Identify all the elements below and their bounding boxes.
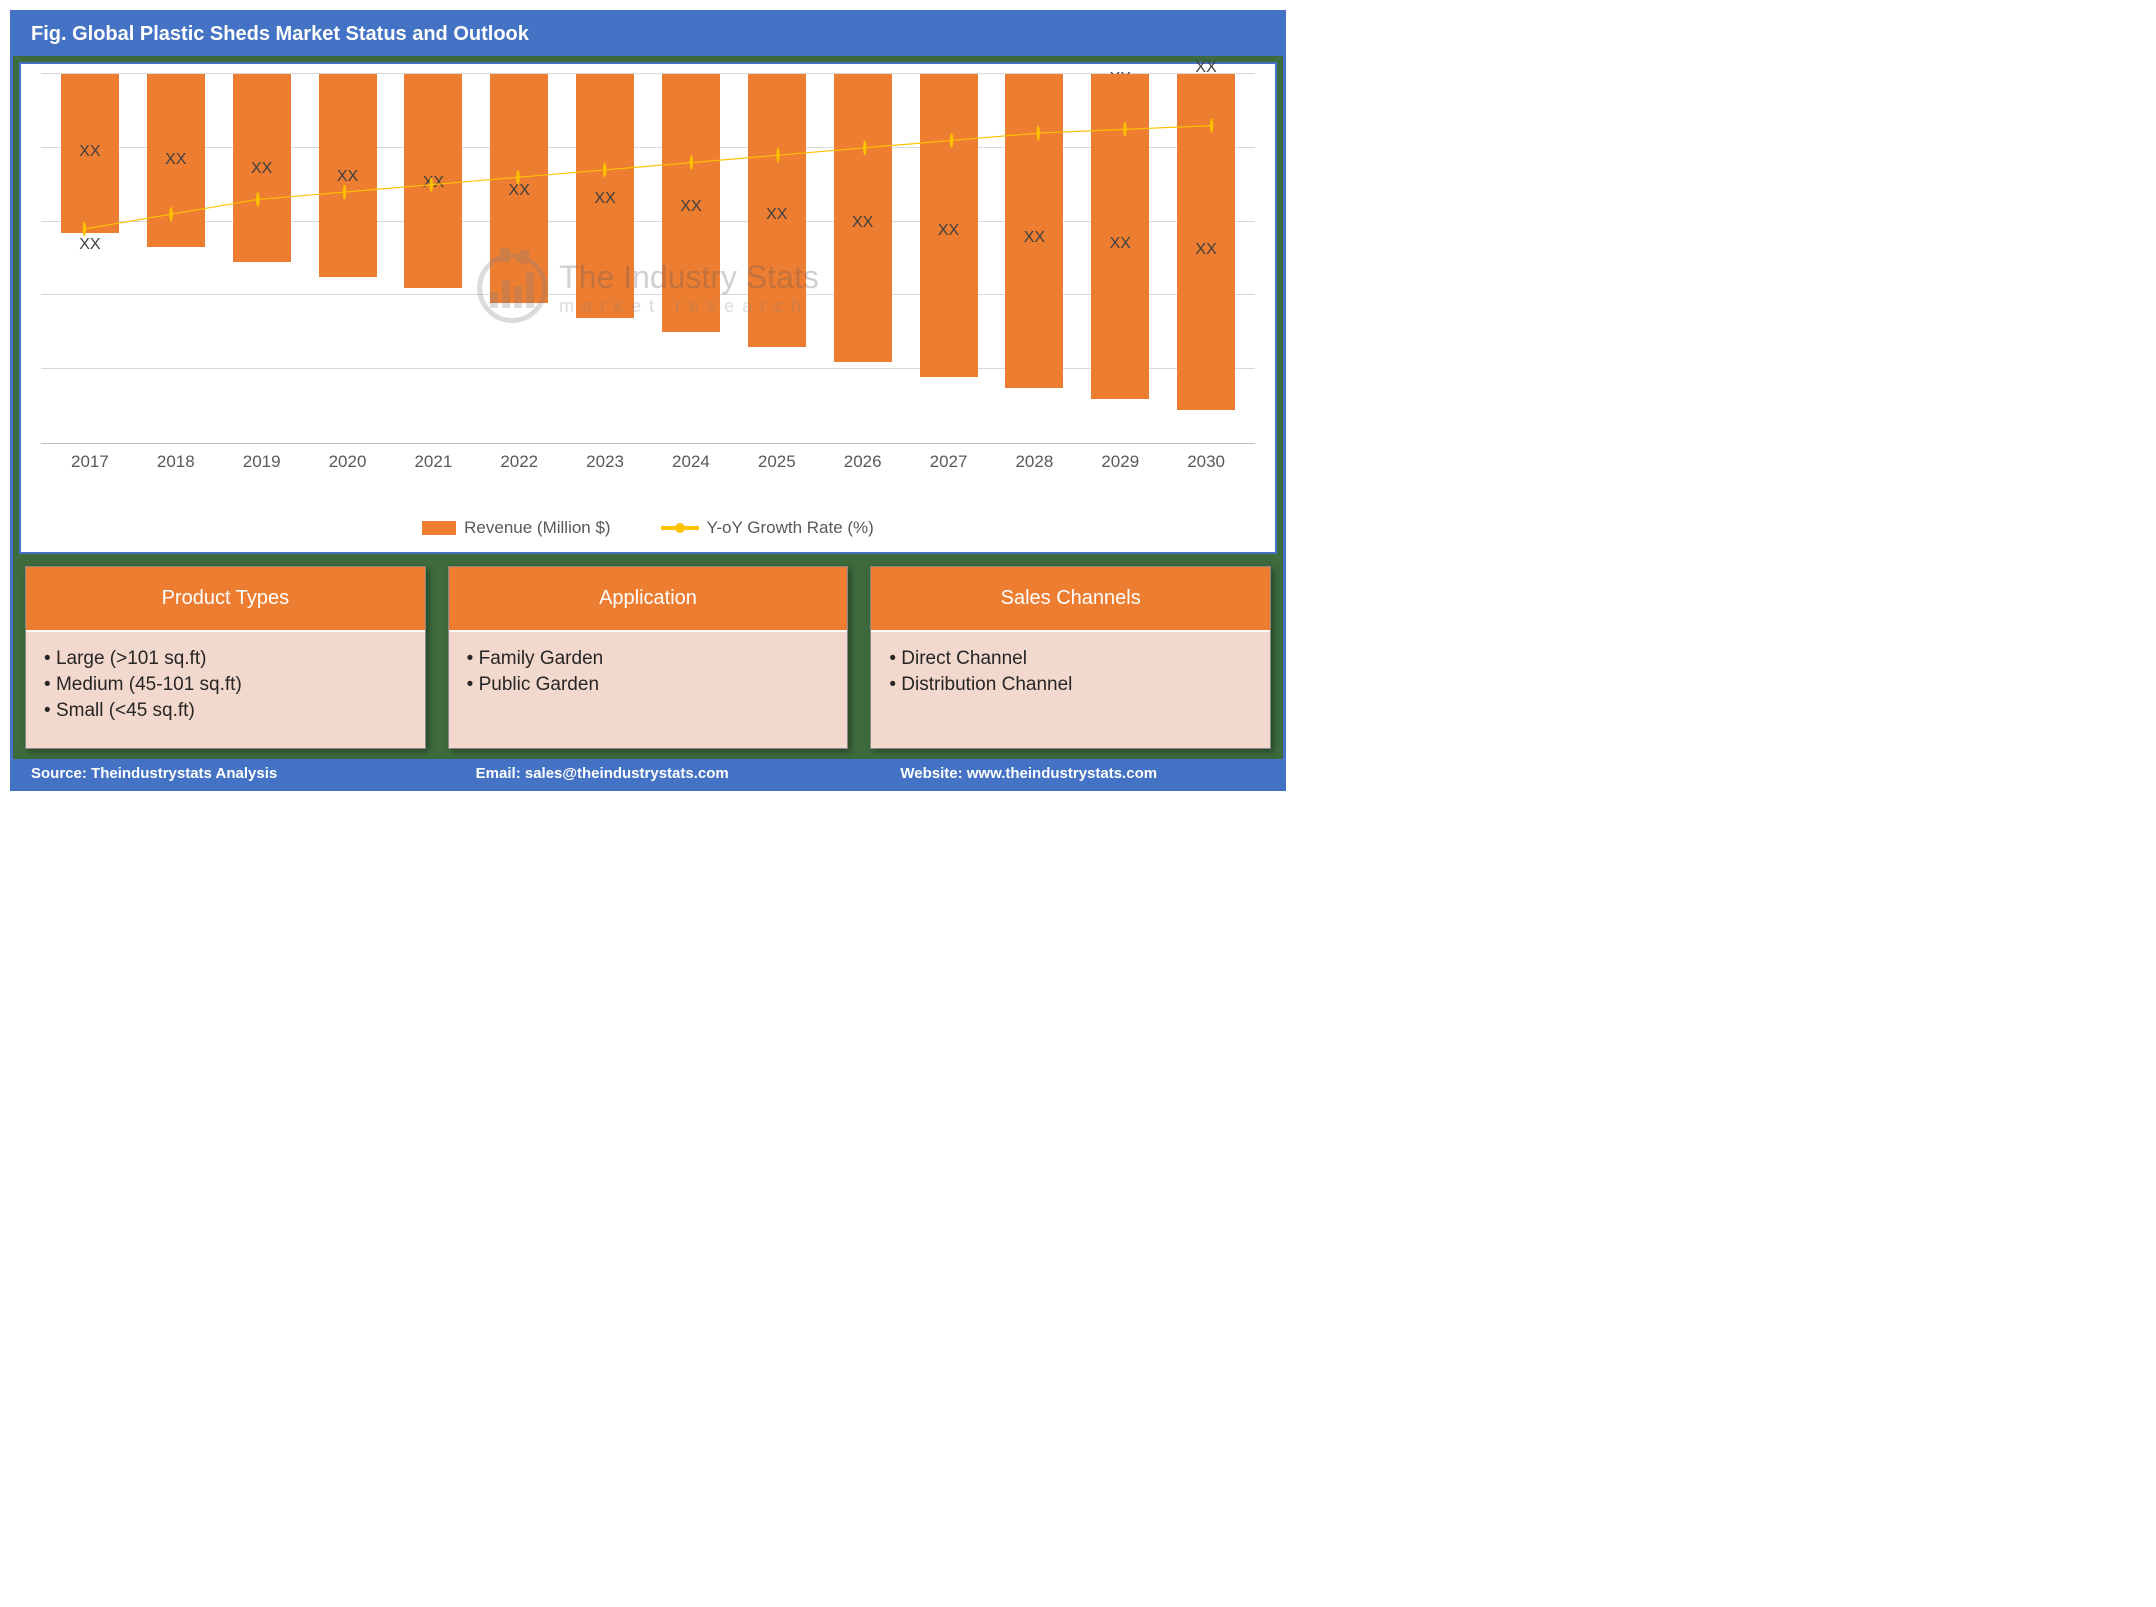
bar-value-label: XX — [233, 160, 291, 178]
revenue-bar: XX — [233, 74, 291, 262]
bar-slot: XXXX — [906, 74, 992, 443]
x-tick-label: 2019 — [219, 452, 305, 472]
x-tick-label: 2026 — [820, 452, 906, 472]
bar-value-label: XX — [576, 190, 634, 208]
x-tick-label: 2022 — [476, 452, 562, 472]
legend: Revenue (Million $) Y-oY Growth Rate (%) — [41, 504, 1255, 544]
info-card: ApplicationFamily GardenPublic Garden — [448, 566, 849, 749]
bar-value-label: XX — [147, 151, 205, 169]
bar-slot: XXXX — [219, 74, 305, 443]
revenue-bar: XX — [920, 74, 978, 377]
chart-area: XXXXXXXXXXXXXXXXXXXXXXXXXXXXXXXXXXXXXXXX… — [41, 74, 1255, 504]
bar-slot: XXXX — [734, 74, 820, 443]
bar-slot: XXXX — [648, 74, 734, 443]
revenue-bar: XX — [834, 74, 892, 362]
x-tick-label: 2025 — [734, 452, 820, 472]
bar-slot: XX XX — [47, 74, 133, 443]
bar-slot: XXXX — [476, 74, 562, 443]
card-header: Sales Channels — [871, 567, 1270, 632]
card-body: Family GardenPublic Garden — [449, 632, 848, 748]
bar-slot: XXXX — [562, 74, 648, 443]
bar-slot: XXXX — [305, 74, 391, 443]
legend-swatch-line — [661, 526, 699, 530]
footer-website-label: Website: — [900, 765, 962, 782]
bar-slot: XXXX — [133, 74, 219, 443]
footer-email-value: sales@theindustrystats.com — [525, 765, 729, 782]
footer-email-label: Email: — [476, 765, 521, 782]
legend-swatch-bar — [422, 521, 456, 535]
bar-value-label: XX — [404, 174, 462, 192]
footer-source-value: Theindustrystats Analysis — [91, 765, 277, 782]
revenue-bar: XX — [662, 74, 720, 332]
bar-value-label: XX — [748, 206, 806, 224]
bar-value-label: XX — [662, 198, 720, 216]
info-card: Sales ChannelsDirect ChannelDistribution… — [870, 566, 1271, 749]
card-body: Large (>101 sq.ft)Medium (45-101 sq.ft)S… — [26, 632, 425, 748]
x-tick-label: 2017 — [47, 452, 133, 472]
bar-value-label: XX — [1005, 229, 1063, 247]
legend-label-growth: Y-oY Growth Rate (%) — [707, 518, 874, 538]
revenue-bar: XX — [576, 74, 634, 318]
x-tick-label: 2023 — [562, 452, 648, 472]
legend-item-revenue: Revenue (Million $) — [422, 518, 610, 538]
legend-label-revenue: Revenue (Million $) — [464, 518, 610, 538]
x-tick-label: 2018 — [133, 452, 219, 472]
bar-value-label: XX — [490, 182, 548, 200]
bar-value-label: XX — [834, 214, 892, 232]
footer-bar: Source: Theindustrystats Analysis Email:… — [13, 759, 1283, 788]
x-tick-label: 2021 — [390, 452, 476, 472]
card-list-item: Distribution Channel — [889, 672, 1252, 698]
x-tick-label: 2027 — [906, 452, 992, 472]
revenue-bar: XX — [490, 74, 548, 303]
card-list-item: Direct Channel — [889, 646, 1252, 672]
card-header: Application — [449, 567, 848, 632]
bar-slot: XXXX — [1077, 74, 1163, 443]
footer-source: Source: Theindustrystats Analysis — [31, 765, 396, 782]
bar-slot: XXXX — [991, 74, 1077, 443]
bar-slot: XXXX — [1163, 74, 1249, 443]
card-body: Direct ChannelDistribution Channel — [871, 632, 1270, 748]
x-tick-label: 2029 — [1077, 452, 1163, 472]
bar-top-label: XX — [47, 236, 133, 254]
bar-value-label: XX — [1091, 235, 1149, 253]
footer-website: Website: www.theindustrystats.com — [840, 765, 1265, 782]
card-list-item: Large (>101 sq.ft) — [44, 646, 407, 672]
revenue-bar: XX — [1005, 74, 1063, 388]
bar-slot: XXXX — [390, 74, 476, 443]
revenue-bar: XX — [404, 74, 462, 288]
card-list-item: Public Garden — [467, 672, 830, 698]
bar-value-label: XX — [920, 222, 978, 240]
revenue-bar: XX — [748, 74, 806, 347]
revenue-bar: XX — [61, 74, 119, 233]
x-tick-label: 2030 — [1163, 452, 1249, 472]
bar-value-label: XX — [1177, 241, 1235, 259]
figure-container: Fig. Global Plastic Sheds Market Status … — [10, 10, 1286, 791]
card-header: Product Types — [26, 567, 425, 632]
revenue-bar: XX — [1091, 74, 1149, 399]
x-tick-label: 2028 — [991, 452, 1077, 472]
plot-region: XXXXXXXXXXXXXXXXXXXXXXXXXXXXXXXXXXXXXXXX… — [41, 74, 1255, 444]
footer-email: Email: sales@theindustrystats.com — [396, 765, 841, 782]
figure-title: Fig. Global Plastic Sheds Market Status … — [13, 13, 1283, 56]
x-tick-label: 2020 — [305, 452, 391, 472]
footer-source-label: Source: — [31, 765, 87, 782]
info-card: Product TypesLarge (>101 sq.ft)Medium (4… — [25, 566, 426, 749]
legend-item-growth: Y-oY Growth Rate (%) — [661, 518, 874, 538]
revenue-bar: XX — [1177, 74, 1235, 410]
bar-group: XXXXXXXXXXXXXXXXXXXXXXXXXXXXXXXXXXXXXXXX… — [41, 74, 1255, 443]
chart-panel: XXXXXXXXXXXXXXXXXXXXXXXXXXXXXXXXXXXXXXXX… — [19, 62, 1277, 554]
bar-value-label: XX — [61, 143, 119, 161]
card-list-item: Small (<45 sq.ft) — [44, 698, 407, 724]
card-list-item: Family Garden — [467, 646, 830, 672]
bar-slot: XXXX — [820, 74, 906, 443]
bar-value-label: XX — [319, 168, 377, 186]
footer-website-value: www.theindustrystats.com — [967, 765, 1157, 782]
revenue-bar: XX — [319, 74, 377, 277]
x-tick-label: 2024 — [648, 452, 734, 472]
info-cards-row: Product TypesLarge (>101 sq.ft)Medium (4… — [13, 560, 1283, 759]
card-list-item: Medium (45-101 sq.ft) — [44, 672, 407, 698]
x-axis-labels: 2017201820192020202120222023202420252026… — [41, 444, 1255, 472]
revenue-bar: XX — [147, 74, 205, 247]
